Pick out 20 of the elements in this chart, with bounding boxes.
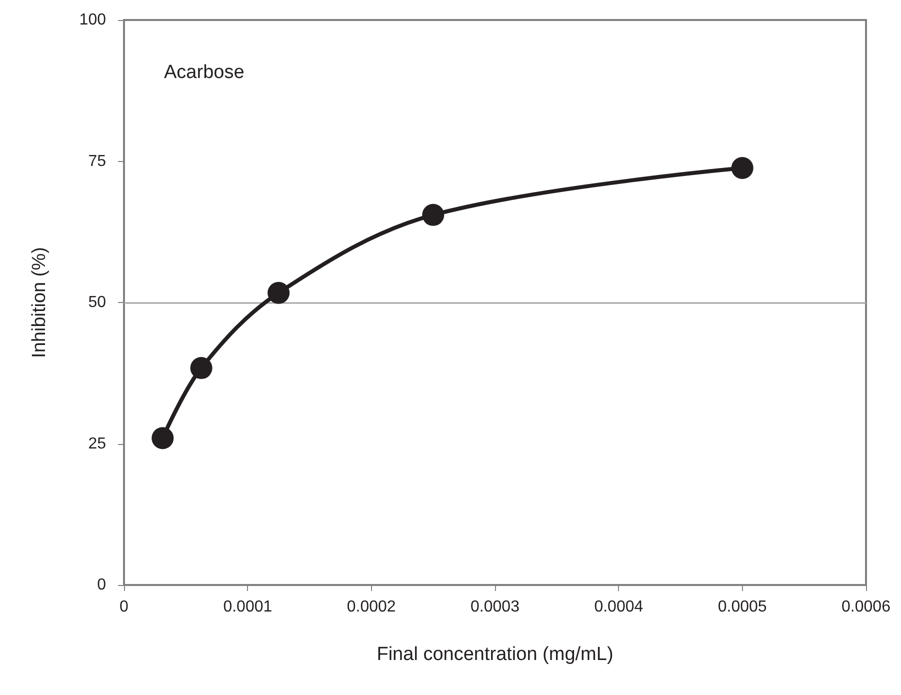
y-tick-label: 50 xyxy=(88,294,106,311)
x-tick-label: 0.0006 xyxy=(842,598,891,616)
y-tick-label: 100 xyxy=(79,12,106,28)
point xyxy=(422,204,444,226)
point xyxy=(731,157,754,180)
y-axis-title: Inhibition (%) xyxy=(29,247,50,358)
x-tick-label: 0.0001 xyxy=(223,598,272,616)
y-tick-label: 25 xyxy=(88,435,106,452)
point xyxy=(268,282,290,304)
y-tick-label: 0 xyxy=(97,576,106,594)
point xyxy=(190,357,212,380)
point xyxy=(152,427,174,450)
x-tick-label: 0.0004 xyxy=(594,598,644,616)
x-tick-label: 0.0002 xyxy=(346,598,396,616)
x-axis-title: Final concentration (mg/mL) xyxy=(376,644,614,665)
x-tick-label: 0 xyxy=(120,598,129,616)
x-tick-label: 0.0003 xyxy=(470,598,520,616)
y-tick-label: 75 xyxy=(88,152,106,170)
x-tick-label: 0.0005 xyxy=(718,598,767,616)
annotation: Acarbose xyxy=(164,62,244,83)
